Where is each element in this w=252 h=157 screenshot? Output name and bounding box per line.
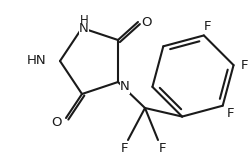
Text: N: N [120, 81, 130, 94]
Text: F: F [227, 107, 234, 120]
Text: O: O [52, 116, 62, 130]
Text: F: F [158, 141, 166, 154]
Text: HN: HN [26, 54, 46, 68]
Text: H: H [80, 14, 88, 27]
Text: F: F [204, 20, 212, 33]
Text: F: F [120, 141, 128, 154]
Text: F: F [241, 59, 248, 72]
Text: O: O [142, 16, 152, 30]
Text: N: N [79, 22, 89, 35]
